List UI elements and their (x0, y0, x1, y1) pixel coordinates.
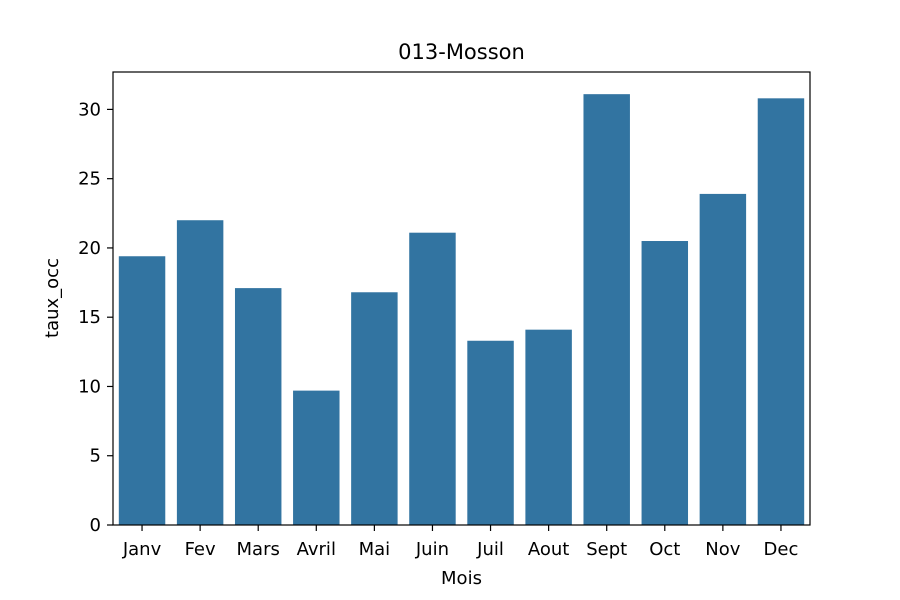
x-tick-label: Mai (359, 539, 391, 560)
bar-janv (118, 256, 166, 525)
bar-mai (351, 292, 398, 525)
bar-juil (467, 340, 514, 525)
y-tick-label: 25 (78, 169, 101, 190)
x-tick-label: Janv (122, 539, 162, 560)
bar-nov (699, 193, 747, 525)
x-tick-label: Aout (528, 539, 569, 560)
y-tick-label: 5 (90, 446, 101, 467)
x-tick-label: Fev (185, 539, 216, 560)
x-tick-label: Oct (649, 539, 680, 560)
plot-frame (112, 71, 811, 526)
y-tick-label: 0 (90, 515, 101, 536)
bar-oct (641, 241, 689, 526)
bar-aout (525, 329, 572, 525)
x-tick-label: Mars (237, 539, 280, 560)
bar-avril (293, 390, 340, 525)
bar-dec (757, 98, 805, 525)
bar-fev (176, 220, 224, 525)
x-axis: Janv Fev Mars Avril Mai Juin Juil Aout Sept Oct No… (122, 525, 799, 560)
x-tick-label: Dec (764, 539, 799, 560)
bars-group (118, 94, 805, 526)
x-tick-label: Sept (586, 539, 627, 560)
x-tick-label: Juil (476, 539, 504, 560)
x-tick-label: Avril (297, 539, 336, 560)
y-axis-label: taux_occ (42, 258, 63, 338)
x-tick-label: Nov (705, 539, 740, 560)
bar-sept (583, 94, 630, 526)
y-tick-label: 20 (78, 238, 101, 259)
y-tick-label: 30 (78, 99, 101, 120)
x-tick-label: Juin (415, 539, 449, 560)
y-tick-label: 15 (78, 307, 101, 328)
y-tick-label: 10 (78, 376, 101, 397)
x-axis-label: Mois (441, 568, 482, 589)
chart-title: 013-Mosson (398, 40, 525, 64)
y-axis: 0 5 10 15 20 25 30 (78, 99, 113, 536)
bar-juin (409, 232, 456, 525)
bar-mars (234, 288, 282, 525)
